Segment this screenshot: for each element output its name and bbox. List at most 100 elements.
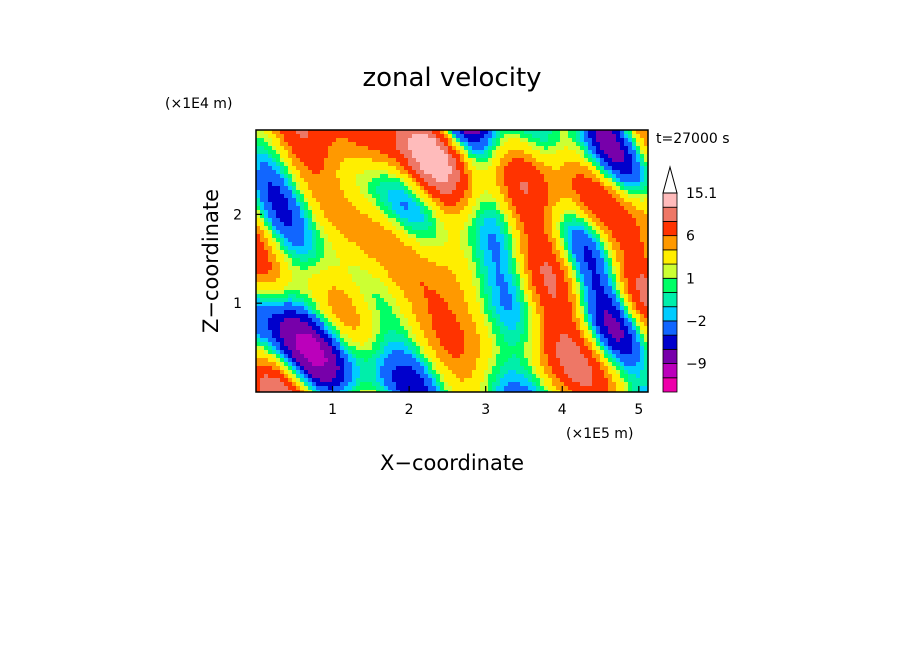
field-cell [408,214,413,219]
field-cell [400,202,405,207]
field-cell [460,242,465,247]
field-cell [296,190,301,195]
field-cell [348,282,353,287]
field-cell [304,314,309,319]
field-cell [632,190,637,195]
field-cell [592,162,597,167]
field-cell [460,322,465,327]
field-cell [580,190,585,195]
field-cell [444,166,449,171]
field-cell [488,254,493,259]
field-cell [360,294,365,299]
field-cell [548,282,553,287]
field-cell [532,154,537,159]
field-cell [348,174,353,179]
field-cell [504,246,509,251]
field-cell [396,162,401,167]
field-cell [604,226,609,231]
field-cell [340,138,345,143]
field-cell [616,150,621,155]
field-cell [308,230,313,235]
field-cell [260,202,265,207]
field-cell [444,190,449,195]
field-cell [548,326,553,331]
field-cell [464,274,469,279]
field-cell [324,302,329,307]
field-cell [292,326,297,331]
field-cell [424,182,429,187]
field-cell [348,210,353,215]
field-cell [580,298,585,303]
field-cell [580,258,585,263]
field-cell [492,214,497,219]
field-cell [408,134,413,139]
field-cell [336,186,341,191]
field-cell [444,326,449,331]
field-cell [308,242,313,247]
field-cell [340,294,345,299]
field-cell [332,182,337,187]
field-cell [436,146,441,151]
field-cell [528,174,533,179]
field-cell [332,158,337,163]
field-cell [564,266,569,271]
field-cell [292,194,297,199]
field-cell [272,322,277,327]
field-cell [596,174,601,179]
field-cell [592,210,597,215]
field-cell [276,242,281,247]
field-cell [264,306,269,311]
field-cell [596,270,601,275]
field-cell [448,214,453,219]
field-cell [460,138,465,143]
field-cell [364,202,369,207]
field-cell [400,174,405,179]
field-cell [256,302,261,307]
field-cell [456,246,461,251]
field-cell [604,174,609,179]
field-cell [640,138,645,143]
field-cell [336,230,341,235]
field-cell [276,314,281,319]
field-cell [612,294,617,299]
field-cell [376,322,381,327]
field-cell [296,282,301,287]
field-cell [408,250,413,255]
field-cell [540,306,545,311]
field-cell [304,150,309,155]
field-cell [260,246,265,251]
field-cell [372,238,377,243]
field-cell [272,278,277,283]
field-cell [368,166,373,171]
field-cell [340,162,345,167]
field-cell [552,322,557,327]
field-cell [376,194,381,199]
field-cell [444,246,449,251]
field-cell [344,170,349,175]
field-cell [256,150,261,155]
field-cell [636,306,641,311]
field-cell [360,146,365,151]
field-cell [512,270,517,275]
field-cell [412,182,417,187]
field-cell [260,190,265,195]
field-cell [576,282,581,287]
field-cell [472,162,477,167]
field-cell [292,178,297,183]
field-cell [300,158,305,163]
field-cell [492,210,497,215]
field-cell [292,162,297,167]
field-cell [444,282,449,287]
field-cell [508,138,513,143]
field-cell [424,278,429,283]
field-cell [476,242,481,247]
field-cell [348,206,353,211]
field-cell [484,206,489,211]
field-cell [432,298,437,303]
field-cell [504,158,509,163]
field-cell [456,214,461,219]
field-cell [532,138,537,143]
field-cell [412,290,417,295]
field-cell [436,326,441,331]
field-cell [384,174,389,179]
